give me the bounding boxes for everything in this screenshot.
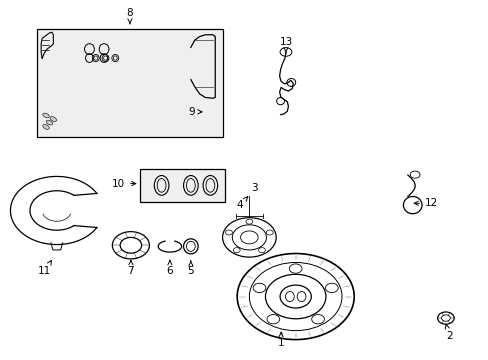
Text: 8: 8 [126, 8, 133, 24]
Text: 4: 4 [236, 197, 247, 210]
Text: 1: 1 [277, 332, 284, 348]
Ellipse shape [43, 125, 49, 129]
Text: 7: 7 [127, 261, 134, 276]
Text: 13: 13 [279, 37, 292, 53]
Text: 9: 9 [188, 107, 202, 117]
Ellipse shape [46, 120, 53, 125]
Text: 10: 10 [112, 179, 136, 189]
Bar [140, 169, 224, 202]
Text: 3: 3 [250, 183, 257, 193]
Text: 6: 6 [166, 261, 173, 276]
Text: 11: 11 [38, 261, 51, 276]
Text: 2: 2 [445, 324, 452, 341]
Bar [37, 30, 222, 137]
Text: 12: 12 [413, 198, 437, 208]
Ellipse shape [50, 117, 57, 121]
Ellipse shape [43, 113, 49, 118]
Text: 5: 5 [187, 261, 194, 276]
